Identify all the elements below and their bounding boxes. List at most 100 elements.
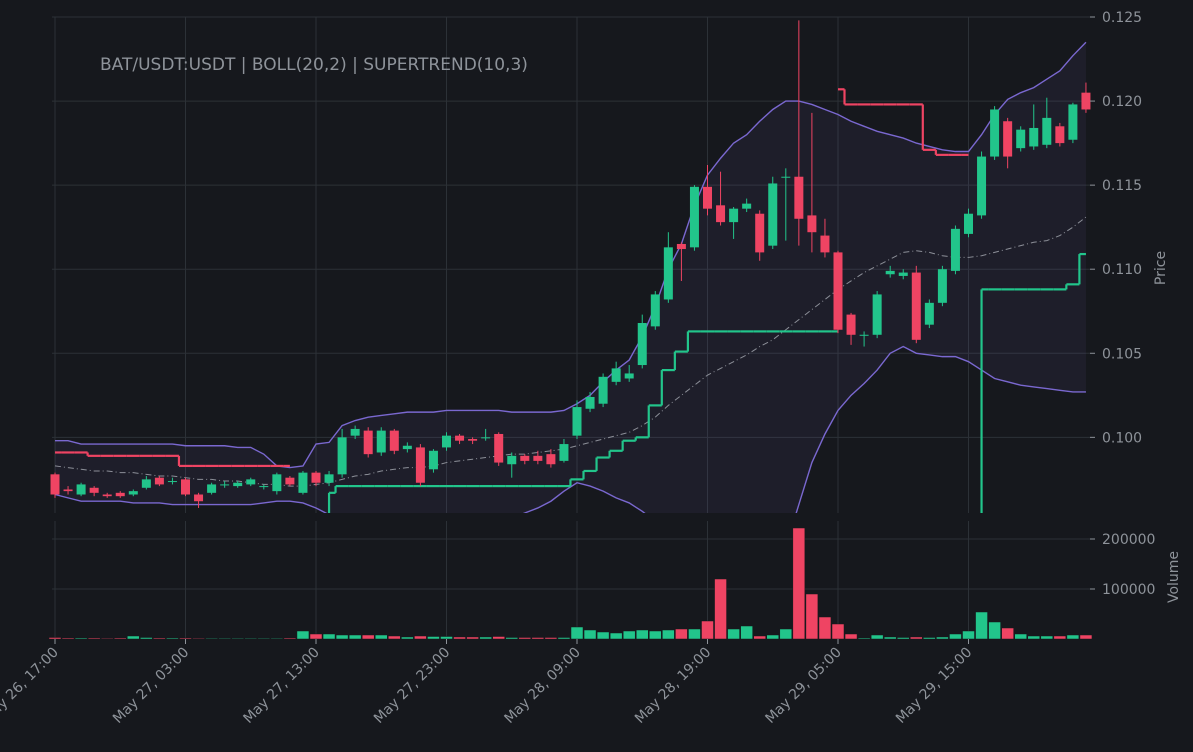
candle-body bbox=[363, 430, 373, 455]
candle-body bbox=[598, 376, 608, 404]
volume-bar bbox=[414, 635, 427, 640]
volume-bar bbox=[870, 634, 884, 640]
volume-bar bbox=[531, 637, 545, 640]
candle-body bbox=[428, 450, 438, 470]
volume-bar bbox=[1079, 634, 1092, 640]
candle-body bbox=[611, 368, 621, 382]
volume-bar bbox=[74, 637, 88, 640]
y-tick-label: 0.125 bbox=[1102, 10, 1142, 26]
volume-bar bbox=[557, 637, 571, 640]
candle-body bbox=[272, 474, 282, 492]
candle-body bbox=[181, 479, 190, 495]
candle-body bbox=[559, 444, 569, 461]
candle-body bbox=[977, 156, 987, 216]
volume-bar bbox=[988, 621, 1001, 640]
candle-body bbox=[298, 472, 308, 493]
candle-body bbox=[63, 489, 73, 492]
volume-bar bbox=[166, 637, 179, 640]
volume-bar bbox=[205, 638, 218, 640]
candle-body bbox=[494, 433, 504, 463]
band-middle bbox=[54, 216, 1087, 487]
volume-bar bbox=[714, 578, 727, 640]
candle-body bbox=[76, 484, 86, 495]
volume-bar bbox=[492, 636, 505, 640]
volume-bar bbox=[296, 630, 310, 640]
volume-bar bbox=[388, 635, 401, 640]
candle-body bbox=[481, 437, 491, 439]
volume-bar bbox=[1066, 634, 1080, 640]
y-tick-label: 0.115 bbox=[1102, 178, 1142, 194]
candle-body bbox=[1081, 92, 1091, 110]
volume-bar bbox=[779, 628, 793, 640]
candle-body bbox=[846, 314, 856, 335]
volume-bar bbox=[309, 633, 323, 640]
candle-body bbox=[259, 486, 269, 488]
y-tick-label: 100000 bbox=[1102, 582, 1155, 598]
volume-bar bbox=[622, 630, 636, 640]
candle-body bbox=[455, 435, 465, 441]
volume-bar bbox=[140, 637, 153, 640]
volume-bar bbox=[923, 637, 936, 640]
candle-body bbox=[533, 455, 543, 461]
volume-bar bbox=[453, 636, 466, 640]
candle-body bbox=[964, 213, 973, 234]
candle-body bbox=[742, 203, 752, 209]
candle-body bbox=[585, 396, 595, 409]
candle-body bbox=[220, 484, 230, 486]
candle-body bbox=[468, 439, 478, 441]
candle-body bbox=[794, 176, 804, 219]
volume-plot bbox=[48, 527, 1092, 640]
y-axis-label: Price bbox=[1153, 251, 1169, 285]
candle-body bbox=[624, 373, 634, 379]
candle-body bbox=[703, 186, 712, 209]
candle-body bbox=[246, 479, 256, 485]
volume-bar bbox=[257, 638, 271, 640]
volume-bar bbox=[231, 638, 244, 640]
candle-body bbox=[937, 269, 947, 303]
volume-bar bbox=[936, 636, 949, 640]
volume-bar bbox=[244, 638, 257, 640]
volume-bar bbox=[48, 637, 62, 640]
volume-bar bbox=[348, 634, 362, 640]
candle-body bbox=[402, 445, 412, 450]
y-tick-label: 200000 bbox=[1102, 532, 1155, 548]
volume-bar bbox=[609, 632, 623, 640]
candle-body bbox=[442, 435, 451, 448]
volume-bar bbox=[910, 636, 923, 640]
candle-body bbox=[89, 487, 99, 493]
y-tick-label: 0.100 bbox=[1102, 430, 1142, 446]
volume-bar bbox=[518, 637, 532, 640]
volume-bar bbox=[649, 630, 662, 640]
candle-body bbox=[898, 272, 908, 276]
candle-body bbox=[950, 228, 960, 271]
candle-body bbox=[885, 270, 895, 275]
volume-bar bbox=[1040, 635, 1054, 640]
volume-bar bbox=[466, 636, 479, 640]
volume-bar bbox=[440, 636, 453, 640]
price-plot bbox=[50, 20, 1091, 513]
volume-bar bbox=[766, 634, 779, 640]
volume-bar bbox=[688, 628, 701, 640]
volume-bar bbox=[1001, 627, 1014, 640]
volume-bar bbox=[153, 637, 166, 640]
candle-body bbox=[1029, 127, 1039, 147]
volume-bar bbox=[792, 527, 806, 640]
volume-bar bbox=[179, 637, 192, 640]
y-tick-label: 0.110 bbox=[1102, 262, 1142, 278]
candle-body bbox=[311, 472, 321, 483]
volume-bar bbox=[962, 630, 975, 640]
volume-bar bbox=[361, 634, 375, 640]
candle-body bbox=[572, 407, 582, 436]
candle-body bbox=[154, 477, 164, 485]
volume-bar bbox=[375, 634, 388, 640]
volume-bar bbox=[975, 611, 988, 640]
volume-bar bbox=[1014, 633, 1027, 640]
candle-body bbox=[650, 294, 660, 327]
candle-body bbox=[729, 208, 739, 223]
volume-bar bbox=[675, 628, 688, 640]
candle-body bbox=[233, 482, 243, 487]
candle-body bbox=[1003, 121, 1013, 157]
volume-bar bbox=[897, 637, 910, 640]
candle-body bbox=[859, 334, 869, 336]
candle-body bbox=[820, 235, 830, 253]
